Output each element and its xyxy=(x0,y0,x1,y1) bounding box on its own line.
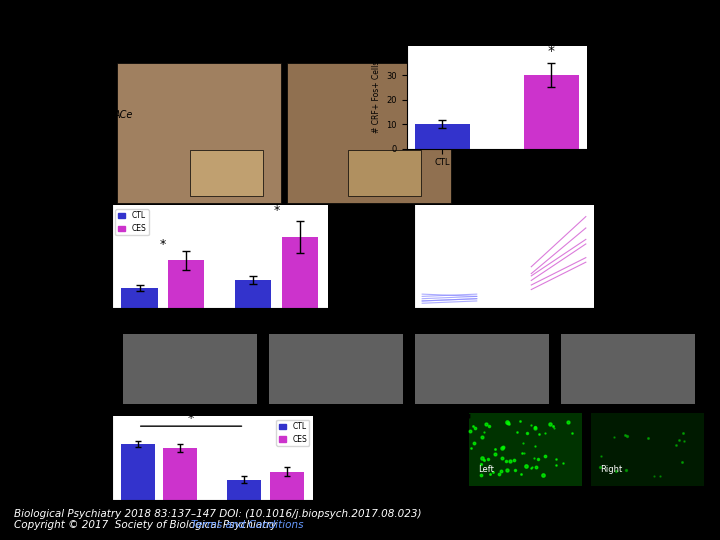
Legend: CTL, CES: CTL, CES xyxy=(115,209,148,235)
Bar xyxy=(524,75,579,148)
Legend: CTL, CES: CTL, CES xyxy=(276,420,310,446)
Bar xyxy=(228,480,261,500)
Text: Figure 4: Figure 4 xyxy=(324,24,396,42)
Text: ACe: ACe xyxy=(569,217,590,227)
FancyBboxPatch shape xyxy=(287,63,451,203)
Y-axis label: # CRF+ Fos+ Cells: # CRF+ Fos+ Cells xyxy=(372,61,381,133)
Y-axis label: CRF Optical Density: CRF Optical Density xyxy=(71,420,81,496)
Text: E: E xyxy=(110,332,119,345)
Text: Left: Left xyxy=(479,465,495,474)
Text: F: F xyxy=(110,409,119,422)
Text: G: G xyxy=(460,409,471,422)
Bar xyxy=(235,280,271,308)
Text: Copyright © 2017  Society of Biological Psychiatry: Copyright © 2017 Society of Biological P… xyxy=(14,520,280,530)
Text: ACe: ACe xyxy=(258,217,279,227)
Text: D: D xyxy=(460,215,471,228)
FancyBboxPatch shape xyxy=(269,334,402,404)
Text: Right: Right xyxy=(600,465,623,474)
Text: C: C xyxy=(110,215,120,228)
Text: Terms and Conditions: Terms and Conditions xyxy=(191,520,303,530)
Text: *: * xyxy=(160,238,166,251)
Y-axis label: # CRF+ Fos+ Cells: # CRF+ Fos+ Cells xyxy=(379,220,388,293)
Y-axis label: # CRF+ Fos+ Cells: # CRF+ Fos+ Cells xyxy=(77,220,86,293)
FancyBboxPatch shape xyxy=(561,334,695,404)
Text: ACe: ACe xyxy=(114,110,133,119)
Text: Biological Psychiatry 2018 83:137–147 DOI: (10.1016/j.biopsych.2017.08.023): Biological Psychiatry 2018 83:137–147 DO… xyxy=(14,509,422,519)
Text: *: * xyxy=(188,413,194,426)
Text: CES + Crfh shRNA: CES + Crfh shRNA xyxy=(567,313,636,322)
Text: CTL: CTL xyxy=(167,44,188,55)
Text: B: B xyxy=(469,44,479,57)
FancyBboxPatch shape xyxy=(591,414,703,486)
FancyBboxPatch shape xyxy=(348,150,420,196)
FancyBboxPatch shape xyxy=(469,414,582,486)
FancyBboxPatch shape xyxy=(122,334,256,404)
Bar xyxy=(282,237,318,308)
Bar xyxy=(270,471,304,500)
Text: CTL + Crfh shRNA: CTL + Crfh shRNA xyxy=(275,313,343,322)
Bar xyxy=(121,444,155,500)
Bar xyxy=(163,448,197,500)
Bar xyxy=(122,288,158,308)
Text: CTL + unrelated shRNA: CTL + unrelated shRNA xyxy=(129,313,219,322)
Text: CES + unrelated shRNA: CES + unrelated shRNA xyxy=(420,313,511,322)
Bar xyxy=(168,260,204,308)
Text: ACe: ACe xyxy=(569,47,590,57)
Bar xyxy=(415,124,469,148)
Text: *: * xyxy=(274,204,279,217)
Text: *: * xyxy=(548,44,555,58)
FancyBboxPatch shape xyxy=(117,63,281,203)
Text: A: A xyxy=(110,44,120,57)
FancyBboxPatch shape xyxy=(415,334,549,404)
Text: CES: CES xyxy=(325,44,346,55)
FancyBboxPatch shape xyxy=(189,150,263,196)
